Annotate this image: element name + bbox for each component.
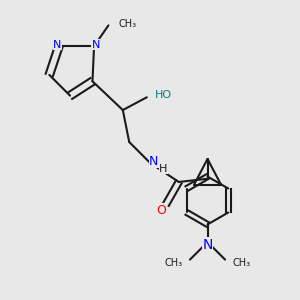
Text: H: H — [159, 164, 168, 173]
Text: N: N — [53, 40, 61, 50]
Text: CH₃: CH₃ — [118, 19, 136, 29]
Text: N: N — [149, 155, 158, 168]
Text: CH₃: CH₃ — [165, 258, 183, 268]
Text: N: N — [92, 40, 100, 50]
Text: HO: HO — [155, 90, 172, 100]
Text: N: N — [202, 238, 213, 252]
Text: CH₃: CH₃ — [232, 258, 250, 268]
Text: O: O — [156, 204, 166, 217]
